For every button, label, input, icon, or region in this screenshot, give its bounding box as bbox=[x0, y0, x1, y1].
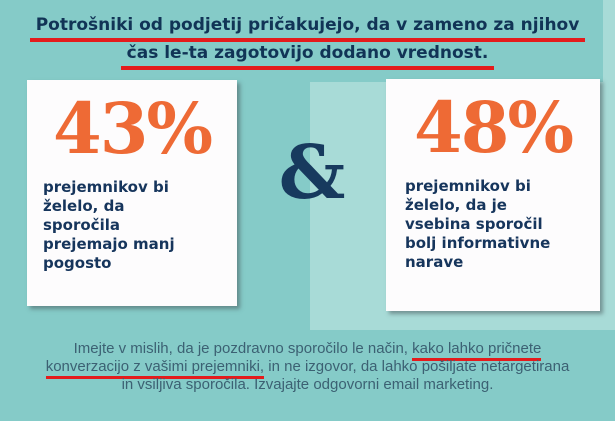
ampersand-symbol: & bbox=[278, 130, 346, 216]
footer-line2-underlined-text: konverzacijo z vašimi prejemniki, bbox=[45, 358, 265, 379]
stat-card-left: 43% prejemnikov bi želelo, da sporočila … bbox=[27, 80, 237, 306]
background-light-strip bbox=[603, 0, 615, 82]
footer-line-1: Imejte v mislih, da je pozdravno sporoči… bbox=[0, 340, 615, 361]
title-line-2: čas le-ta zagotovijo dodano vrednost. bbox=[120, 42, 495, 70]
stat-description-left: prejemnikov bi želelo, da sporočila prej… bbox=[43, 178, 175, 272]
stat-card-right: 48% prejemnikov bi želelo, da je vsebina… bbox=[386, 79, 600, 311]
title-line-1: Potrošniki od podjetij pričakujejo, da v… bbox=[29, 14, 586, 42]
footer-line-2: konverzacijo z vašimi prejemniki, in ne … bbox=[0, 358, 615, 379]
footer-line-3: in vsiljiva sporočila. Izvajajte odgovor… bbox=[121, 376, 494, 393]
footer-line1-plain-text: Imejte v mislih, da je pozdravno sporoči… bbox=[73, 340, 413, 357]
footer-line2-plain-text: in ne izgovor, da lahko pošiljate netarg… bbox=[264, 358, 570, 375]
slide-title: Potrošniki od podjetij pričakujejo, da v… bbox=[0, 14, 615, 70]
footer-line1-underlined-text: kako lahko pričnete bbox=[412, 340, 542, 361]
stat-value-43-percent: 43% bbox=[53, 87, 213, 170]
stat-description-right: prejemnikov bi želelo, da je vsebina spo… bbox=[405, 177, 551, 271]
stat-value-48-percent: 48% bbox=[414, 86, 574, 169]
footer-paragraph: Imejte v mislih, da je pozdravno sporoči… bbox=[0, 340, 615, 394]
